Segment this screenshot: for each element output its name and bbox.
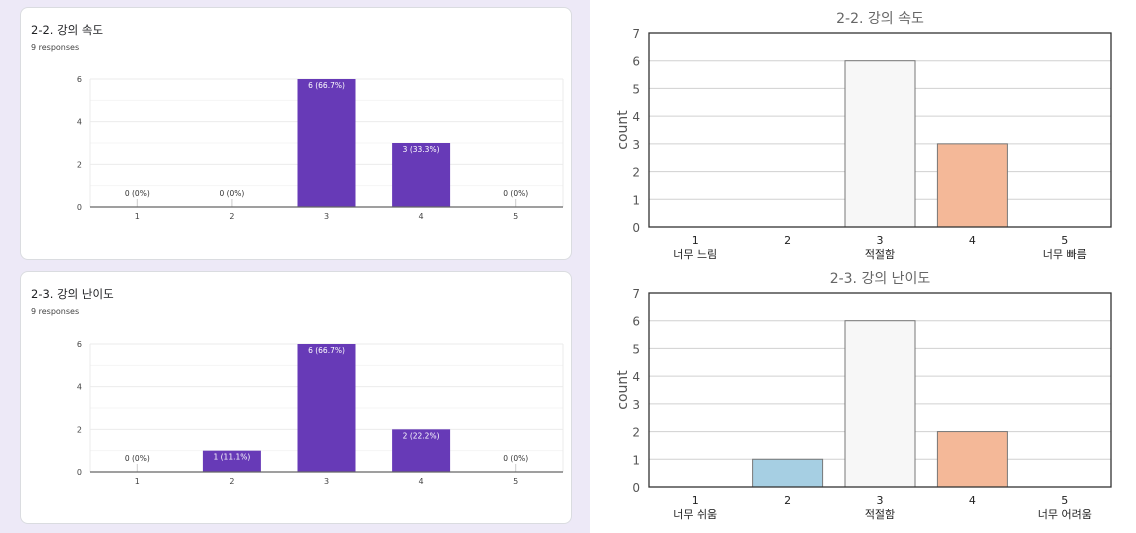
x-tick-label: 1 [692,234,699,247]
y-tick-label: 3 [632,398,640,412]
y-tick-label: 5 [632,82,640,96]
x-tick-label: 1 [692,494,699,507]
x-tick-label: 5 [1061,494,1068,507]
response-card-difficulty: 2-3. 강의 난이도 9 responses [20,271,572,524]
y-tick-label: 6 [77,75,82,84]
x-tick-sublabel: 너무 쉬움 [673,508,717,521]
y-tick-label: 5 [632,342,640,356]
data-label: 0 (0%) [125,454,150,463]
x-tick-label: 5 [513,477,518,486]
plot-frame [648,292,1112,488]
card-title: 2-2. 강의 속도 [31,23,104,37]
y-tick-label: 2 [632,166,640,180]
x-tick-label: 5 [1061,234,1068,247]
y-tick-label: 2 [77,425,82,434]
bar [202,450,261,472]
y-tick-label: 4 [632,370,640,384]
bar [392,143,451,207]
y-tick-label: 1 [632,453,640,467]
bar [297,344,356,472]
data-label: 0 (0%) [503,189,528,198]
y-tick-label: 7 [632,27,640,41]
x-tick-label: 5 [513,212,518,221]
x-tick-label: 3 [877,234,884,247]
data-label: 6 (66.7%) [308,81,345,90]
plot-frame [648,32,1112,228]
x-tick-label: 4 [969,234,976,247]
bar [297,79,356,207]
bar [844,60,916,228]
y-tick-label: 0 [632,221,640,235]
data-label: 0 (0%) [125,189,150,198]
x-tick-label: 4 [419,212,424,221]
x-tick-label: 4 [419,477,424,486]
x-tick-label: 3 [324,477,329,486]
y-axis-label: count [615,110,631,150]
x-tick-sublabel: 너무 빠름 [1043,248,1087,261]
bar [844,320,916,488]
card-title: 2-3. 강의 난이도 [31,287,114,301]
x-tick-label: 2 [229,212,234,221]
x-tick-label: 2 [784,494,791,507]
y-tick-label: 3 [632,138,640,152]
y-tick-label: 6 [632,55,640,69]
data-label: 2 (22.2%) [403,431,440,440]
x-tick-label: 1 [135,477,140,486]
x-tick-label: 2 [229,477,234,486]
y-tick-label: 6 [632,315,640,329]
bar [392,429,451,472]
x-tick-sublabel: 적절함 [865,508,895,521]
y-tick-label: 4 [77,383,82,392]
bar [936,143,1008,228]
response-count: 9 responses [31,43,80,52]
y-tick-label: 4 [632,110,640,124]
bar [752,458,824,488]
x-tick-label: 2 [784,234,791,247]
x-tick-label: 3 [324,212,329,221]
x-tick-label: 3 [877,494,884,507]
x-tick-label: 1 [135,212,140,221]
y-tick-label: 7 [632,287,640,301]
google-forms-panel: 2-2. 강의 속도 9 responses 2-3. 강의 난이도 9 res… [0,0,590,533]
response-count: 9 responses [31,307,80,316]
data-label: 3 (33.3%) [403,145,440,154]
data-label: 0 (0%) [219,189,244,198]
y-tick-label: 6 [77,340,82,349]
data-label: 0 (0%) [503,454,528,463]
data-label: 1 (11.1%) [213,453,250,462]
y-tick-label: 2 [77,160,82,169]
bar [936,431,1008,488]
y-tick-label: 1 [632,193,640,207]
y-axis-label: count [615,370,631,410]
y-tick-label: 2 [632,426,640,440]
chart-title: 2-3. 강의 난이도 [830,271,931,287]
y-tick-label: 0 [632,481,640,495]
data-label: 6 (66.7%) [308,346,345,355]
chart-title: 2-2. 강의 속도 [836,11,924,27]
y-tick-label: 4 [77,118,82,127]
response-card-speed: 2-2. 강의 속도 9 responses [20,7,572,260]
x-tick-label: 4 [969,494,976,507]
y-tick-label: 0 [77,468,82,477]
x-tick-sublabel: 적절함 [865,248,895,261]
x-tick-sublabel: 너무 어려움 [1038,508,1092,521]
x-tick-sublabel: 너무 느림 [673,248,717,261]
y-tick-label: 0 [77,203,82,212]
